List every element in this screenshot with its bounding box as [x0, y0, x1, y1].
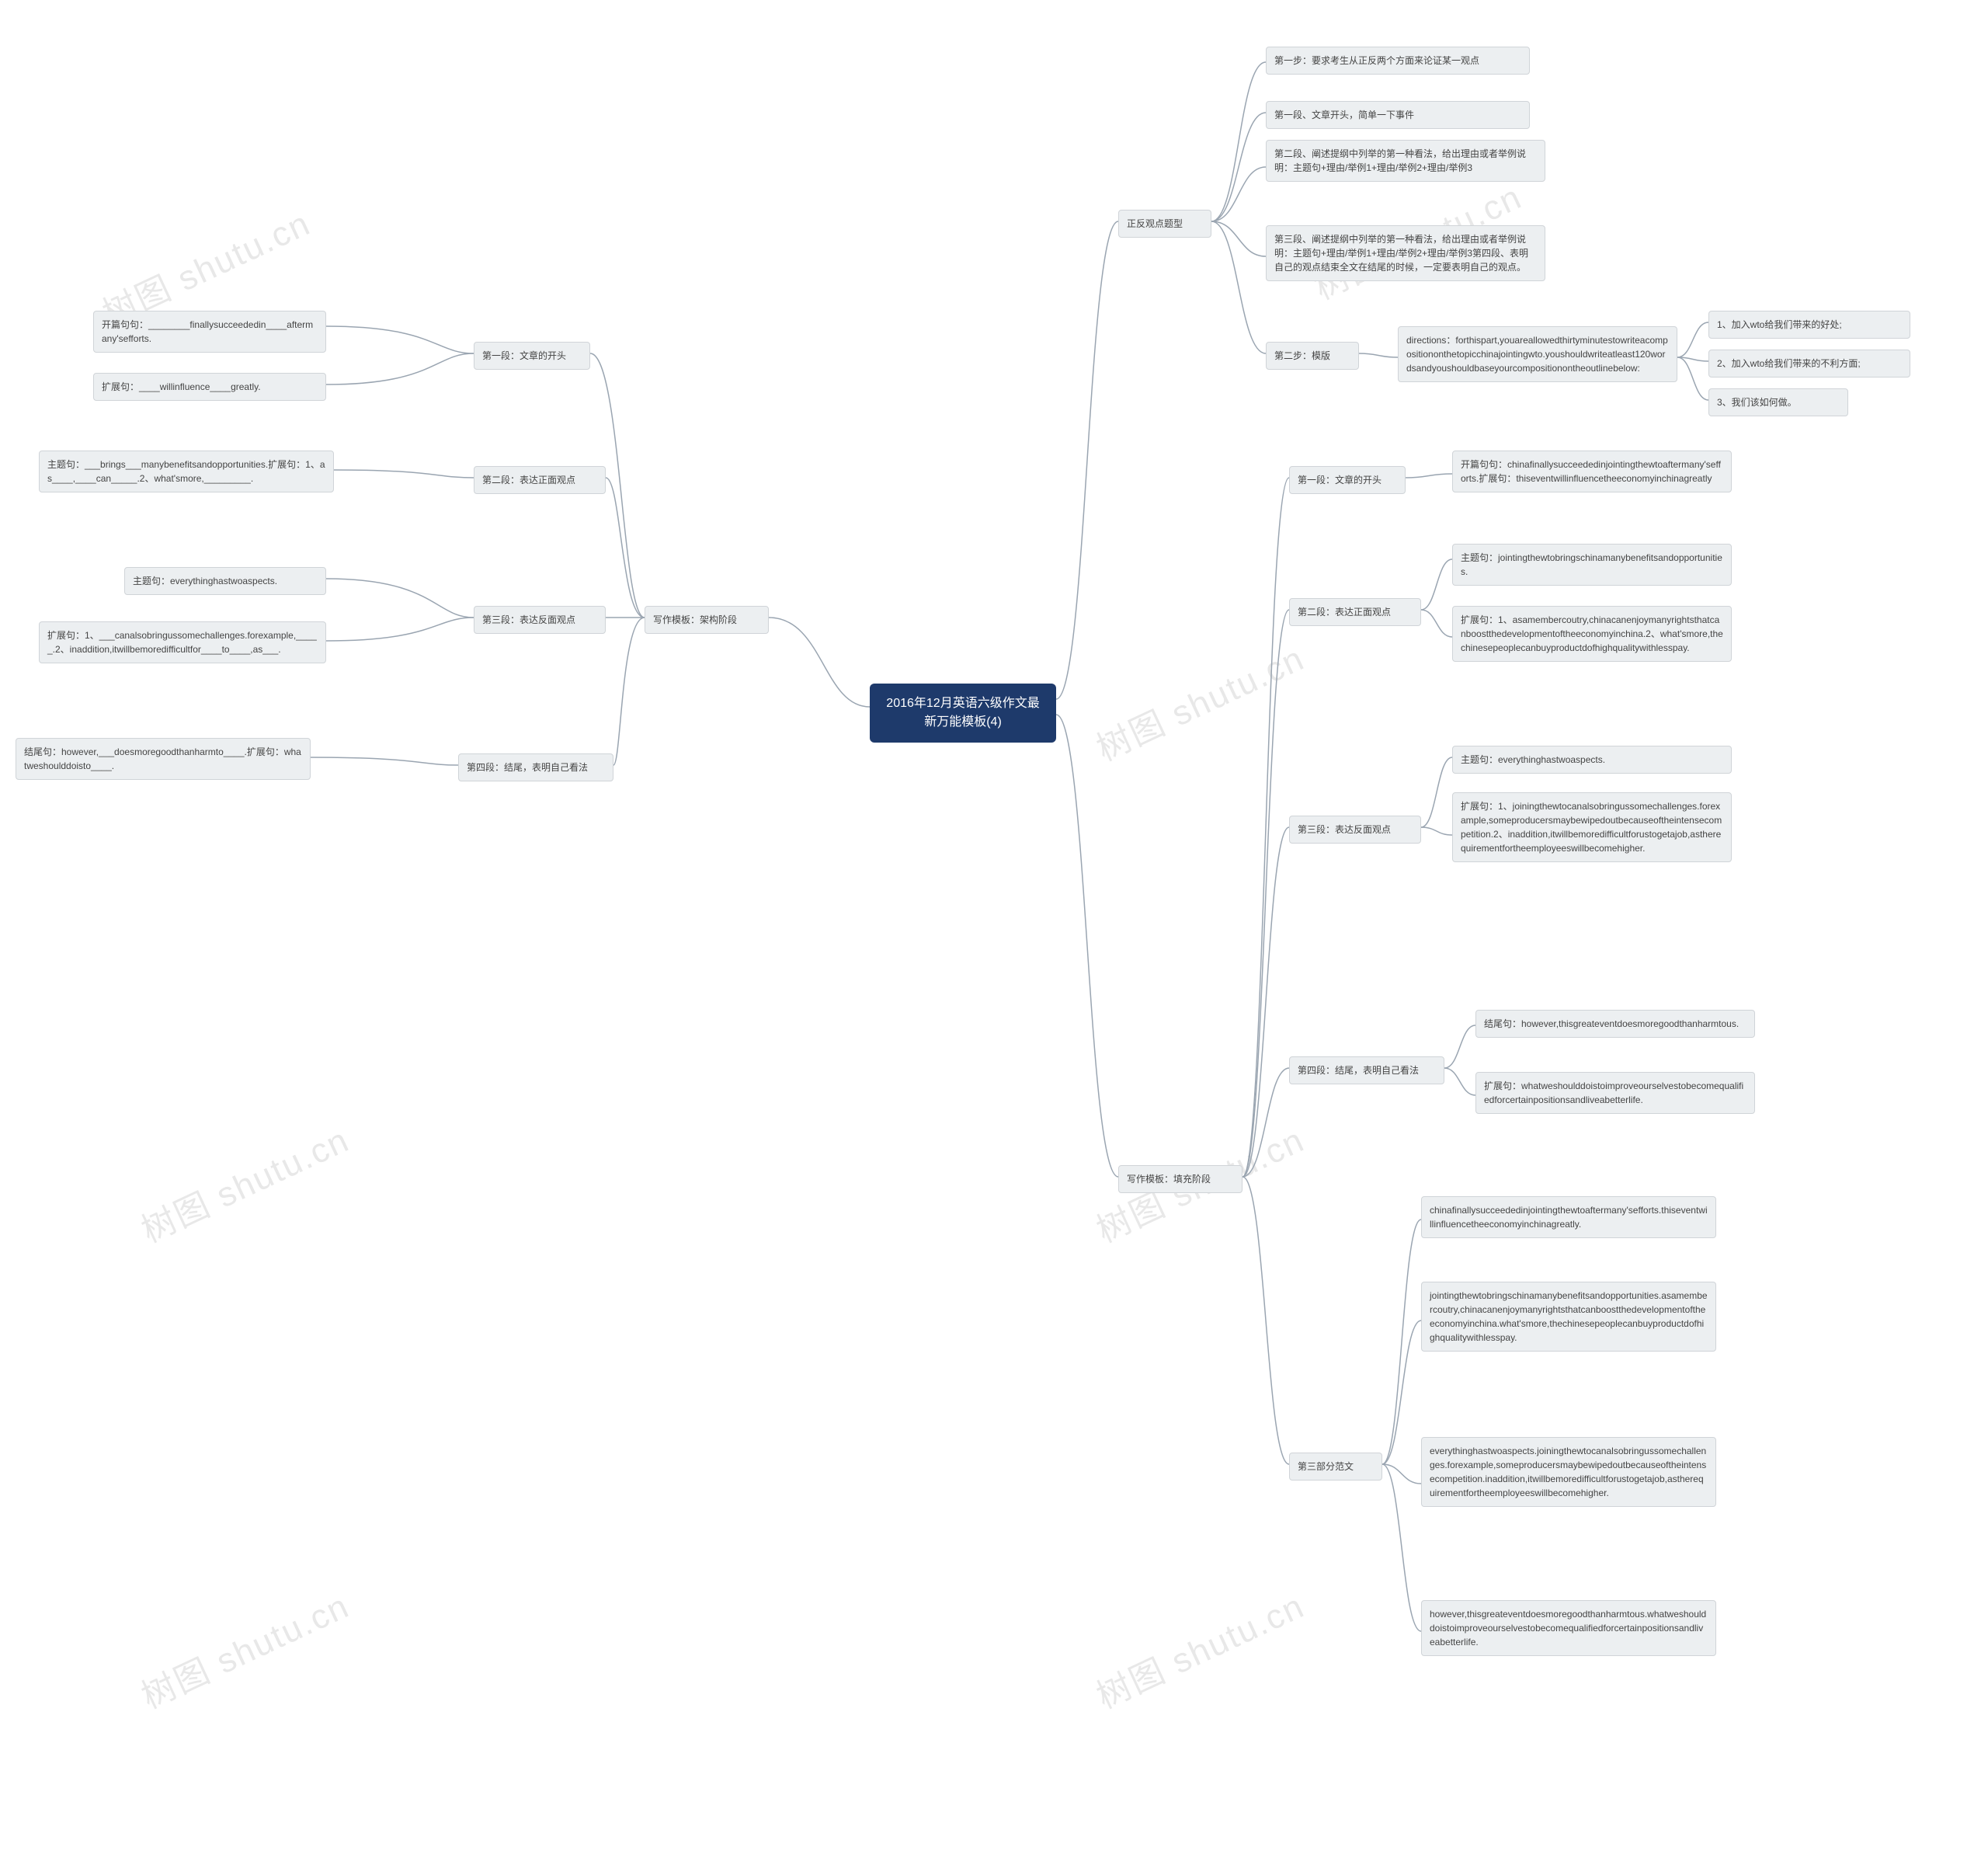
left-sec2: 第二段：表达正面观点 — [474, 466, 606, 494]
node-text: 第三段、阐述提纲中列举的第一种看法，给出理由或者举例说明：主题句+理由/举例1+… — [1274, 234, 1528, 273]
r2-s2: 第二段：表达正面观点 — [1289, 598, 1421, 626]
node-text: 第二步：模版 — [1274, 350, 1330, 361]
node-text: 主题句：everythinghastwoaspects. — [1461, 754, 1605, 765]
node-text: 第二段：表达正面观点 — [1298, 607, 1391, 618]
node-text: 3、我们该如何做。 — [1717, 397, 1797, 408]
root-label: 2016年12月英语六级作文最新万能模板(4) — [886, 697, 1039, 729]
node-text: chinafinallysucceededinjointingthewtoaft… — [1430, 1205, 1708, 1230]
r2-s3: 第三段：表达反面观点 — [1289, 816, 1421, 844]
left-sec2-a: 主题句：___brings___manybenefitsandopportuni… — [39, 451, 334, 492]
r1-e-2: 2、加入wto给我们带来的不利方面; — [1708, 350, 1910, 378]
node-text: directions：forthispart,youareallowedthir… — [1406, 335, 1668, 374]
node-text: 1、加入wto给我们带来的好处; — [1717, 319, 1842, 330]
left-sec3-b: 扩展句：1、___canalsobringussomechallenges.fo… — [39, 621, 326, 663]
r1-e-3: 3、我们该如何做。 — [1708, 388, 1848, 416]
left-sec3-a: 主题句：everythinghastwoaspects. — [124, 567, 326, 595]
r2-s5: 第三部分范文 — [1289, 1453, 1382, 1481]
r2-s4-a: 结尾句：however,thisgreateventdoesmoregoodth… — [1475, 1010, 1755, 1038]
node-text: 扩展句：whatweshoulddoistoimproveourselvesto… — [1484, 1080, 1743, 1105]
node-text: 扩展句：1、asamembercoutry,chinacanenjoymanyr… — [1461, 614, 1723, 653]
left-sec1-b: 扩展句：____willinfluence____greatly. — [93, 373, 326, 401]
left-sec1-a: 开篇句句：________finallysucceededin____after… — [93, 311, 326, 353]
node-text: 扩展句：1、___canalsobringussomechallenges.fo… — [47, 630, 317, 655]
left-sec4: 第四段：结尾，表明自己看法 — [458, 753, 613, 781]
watermark: 树图 shutu.cn — [1087, 631, 1312, 771]
node-text: 第三部分范文 — [1298, 1461, 1354, 1472]
left-sec3: 第三段：表达反面观点 — [474, 606, 606, 634]
node-text: 写作模板：架构阶段 — [653, 614, 737, 625]
r1-a: 第一步：要求考生从正反两个方面来论证某一观点 — [1266, 47, 1530, 75]
connector-layer — [0, 0, 1988, 1872]
r2-s4: 第四段：结尾，表明自己看法 — [1289, 1056, 1444, 1084]
node-text: 第二段：表达正面观点 — [482, 475, 575, 485]
r1-e: 第二步：模版 — [1266, 342, 1359, 370]
r1-e-dir: directions：forthispart,youareallowedthir… — [1398, 326, 1677, 382]
node-text: 开篇句句：________finallysucceededin____after… — [102, 319, 313, 344]
node-text: 主题句：everythinghastwoaspects. — [133, 576, 277, 586]
r2-s5-c: everythinghastwoaspects.joiningthewtocan… — [1421, 1437, 1716, 1507]
r2-s1-a: 开篇句句：chinafinallysucceededinjointingthew… — [1452, 451, 1732, 492]
mindmap-stage: 树图 shutu.cn 树图 shutu.cn 树图 shutu.cn 树图 s… — [0, 0, 1988, 1872]
node-text: 第二段、阐述提纲中列举的第一种看法，给出理由或者举例说明：主题句+理由/举例1+… — [1274, 148, 1526, 173]
watermark: 树图 shutu.cn — [1087, 1578, 1312, 1718]
node-text: jointingthewtobringschinamanybenefitsand… — [1430, 1290, 1708, 1343]
watermark: 树图 shutu.cn — [132, 1112, 356, 1252]
node-text: 扩展句：1、joiningthewtocanalsobringussomecha… — [1461, 801, 1722, 854]
node-text: 第一段、文章开头，简单一下事件 — [1274, 110, 1414, 120]
node-text: 第一段：文章的开头 — [482, 350, 566, 361]
node-text: 第一步：要求考生从正反两个方面来论证某一观点 — [1274, 55, 1479, 66]
r2-s5-b: jointingthewtobringschinamanybenefitsand… — [1421, 1282, 1716, 1352]
node-text: 结尾句：however,thisgreateventdoesmoregoodth… — [1484, 1018, 1739, 1029]
node-text: 第三段：表达反面观点 — [482, 614, 575, 625]
node-text: 2、加入wto给我们带来的不利方面; — [1717, 358, 1861, 369]
node-text: 写作模板：填充阶段 — [1127, 1174, 1211, 1185]
node-text: 结尾句：however,___doesmoregoodthanharmto___… — [24, 746, 301, 771]
node-text: everythinghastwoaspects.joiningthewtocan… — [1430, 1446, 1706, 1498]
node-text: 正反观点题型 — [1127, 218, 1183, 229]
node-text: however,thisgreateventdoesmoregoodthanha… — [1430, 1609, 1706, 1648]
r2-s2-b: 扩展句：1、asamembercoutry,chinacanenjoymanyr… — [1452, 606, 1732, 662]
r2-s3-b: 扩展句：1、joiningthewtocanalsobringussomecha… — [1452, 792, 1732, 862]
r2-s3-a: 主题句：everythinghastwoaspects. — [1452, 746, 1732, 774]
r2-s2-a: 主题句：jointingthewtobringschinamanybenefit… — [1452, 544, 1732, 586]
node-text: 第三段：表达反面观点 — [1298, 824, 1391, 835]
r2-s5-d: however,thisgreateventdoesmoregoodthanha… — [1421, 1600, 1716, 1656]
right-branch1: 正反观点题型 — [1118, 210, 1211, 238]
r2-s4-b: 扩展句：whatweshoulddoistoimproveourselvesto… — [1475, 1072, 1755, 1114]
right-branch2: 写作模板：填充阶段 — [1118, 1165, 1242, 1193]
node-text: 开篇句句：chinafinallysucceededinjointingthew… — [1461, 459, 1721, 484]
node-text: 第一段：文章的开头 — [1298, 475, 1382, 485]
r1-c: 第二段、阐述提纲中列举的第一种看法，给出理由或者举例说明：主题句+理由/举例1+… — [1266, 140, 1545, 182]
r1-b: 第一段、文章开头，简单一下事件 — [1266, 101, 1530, 129]
node-text: 第四段：结尾，表明自己看法 — [1298, 1065, 1419, 1076]
node-text: 主题句：___brings___manybenefitsandopportuni… — [47, 459, 325, 484]
node-text: 第四段：结尾，表明自己看法 — [467, 762, 588, 773]
r2-s1: 第一段：文章的开头 — [1289, 466, 1406, 494]
left-sec4-a: 结尾句：however,___doesmoregoodthanharmto___… — [16, 738, 311, 780]
r1-e-1: 1、加入wto给我们带来的好处; — [1708, 311, 1910, 339]
r2-s5-a: chinafinallysucceededinjointingthewtoaft… — [1421, 1196, 1716, 1238]
node-text: 主题句：jointingthewtobringschinamanybenefit… — [1461, 552, 1722, 577]
left-sec1: 第一段：文章的开头 — [474, 342, 590, 370]
left-branch: 写作模板：架构阶段 — [645, 606, 769, 634]
r1-d: 第三段、阐述提纲中列举的第一种看法，给出理由或者举例说明：主题句+理由/举例1+… — [1266, 225, 1545, 281]
node-text: 扩展句：____willinfluence____greatly. — [102, 381, 261, 392]
watermark: 树图 shutu.cn — [132, 1578, 356, 1718]
root-node: 2016年12月英语六级作文最新万能模板(4) — [870, 684, 1056, 743]
